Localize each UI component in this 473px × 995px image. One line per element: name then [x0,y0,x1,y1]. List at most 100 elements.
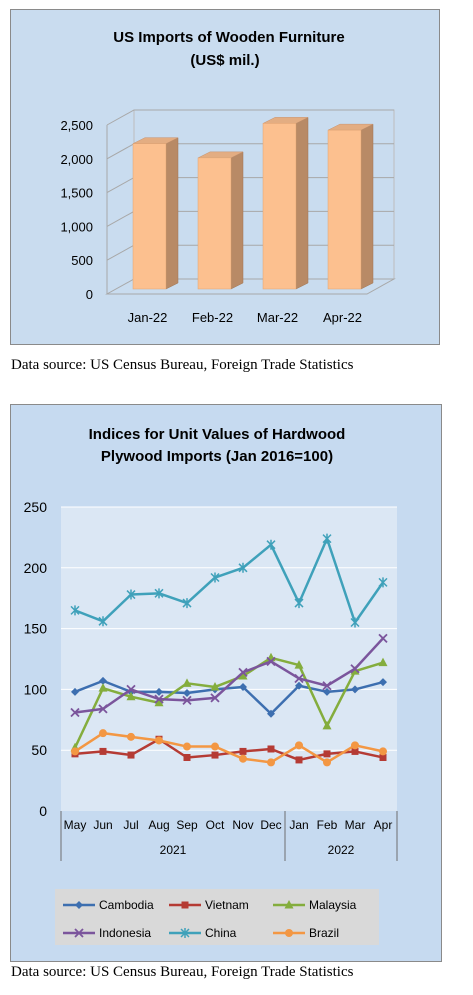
data-point-malaysia [210,681,220,691]
data-point-brazil [183,742,191,751]
y-tick-label: 1,500 [60,186,93,201]
x-tick-label: Feb-22 [192,310,233,325]
y-tick-label: 100 [24,681,48,697]
data-point-vietnam [323,750,331,758]
y-tick-label: 50 [31,742,47,758]
data-point-cambodia [295,681,303,690]
data-point-china [238,562,248,573]
data-point-vietnam [127,751,135,759]
y-tick-label: 0 [86,287,93,302]
data-point-indonesia [322,681,332,691]
data-point-china [154,588,164,599]
data-point-china [126,589,136,600]
x-tick-label: Feb [317,818,338,832]
data-point-malaysia [350,666,360,675]
data-point-china [210,572,220,583]
legend-swatch-marker [285,929,293,937]
plywood-chart-panel: Indices for Unit Values of Hardwood Plyw… [10,404,442,962]
y-tick-label: 150 [24,621,48,637]
plywood-chart-plot: 0 50 100 150 200 250 May Jun Jul Aug Sep Oct Nov Dec J… [24,499,398,861]
x-tick-label: Apr-22 [323,310,362,325]
x-tick-label: Oct [206,818,225,832]
bar [327,129,362,290]
data-point-vietnam [267,745,275,753]
year-label-2021: 2021 [160,843,187,857]
x-tick-label: Mar [345,818,366,832]
y-tick-label: 0 [39,803,47,819]
furniture-chart-plot: 0 500 1,000 1,500 2,000 2,500 Jan-22 Feb-22 Mar-… [60,109,396,325]
data-point-indonesia [266,656,276,667]
x-tick-label: Jan [289,818,308,832]
data-point-china [70,605,80,616]
legend-label-china: China [205,926,237,940]
data-point-malaysia [378,657,388,667]
data-point-vietnam [295,756,303,764]
series-line-malaysia [73,656,384,749]
data-point-cambodia [99,676,107,685]
legend-label-cambodia: Cambodia [99,898,154,912]
legend-swatch-marker [181,901,189,909]
x-tick-label: Aug [148,818,169,832]
x-tick-label: Sep [176,818,198,832]
data-point-malaysia [238,671,248,680]
data-point-brazil [323,758,331,767]
x-tick-label: Nov [232,818,253,832]
x-tick-label: Jun [93,818,112,832]
y-tick-label: 2,000 [60,152,93,167]
data-point-indonesia [350,664,360,674]
bar [132,143,167,290]
furniture-chart-unit: (US$ mil.) [190,52,259,69]
data-point-vietnam [99,747,107,755]
y-tick-label: 1,000 [60,219,93,234]
data-point-vietnam [379,753,387,761]
data-point-malaysia [322,720,332,730]
legend-label-malaysia: Malaysia [309,898,357,912]
data-point-cambodia [71,687,79,696]
y-tick-label: 200 [24,560,48,576]
bar [197,157,232,290]
series-line-brazil [74,731,384,764]
data-point-brazil [295,741,303,750]
data-point-vietnam [211,751,219,759]
x-tick-label: Mar-22 [257,310,298,325]
bar-side [360,123,374,290]
series-line-indonesia [74,637,384,714]
x-tick-label: Dec [260,818,281,832]
data-point-vietnam [239,747,247,755]
data-point-cambodia [351,685,359,694]
legend-label-vietnam: Vietnam [205,898,249,912]
x-tick-label: Apr [374,818,393,832]
legend-label-indonesia: Indonesia [99,926,151,940]
data-point-china [182,598,192,609]
data-point-china [294,598,304,609]
bar-side [230,151,244,290]
data-point-malaysia [98,683,108,692]
furniture-chart-title: US Imports of Wooden Furniture [113,29,344,46]
data-point-malaysia [182,678,192,687]
data-point-indonesia [126,684,136,695]
data-point-brazil [267,758,275,767]
floor [105,278,396,295]
data-point-brazil [155,736,163,745]
data-point-malaysia [154,697,164,707]
legend-label-brazil: Brazil [309,926,339,940]
bar-side [165,137,179,290]
data-point-indonesia [378,633,388,643]
y-tick-label: 2,500 [60,118,93,133]
data-point-indonesia [294,673,304,684]
x-tick-label: Jan-22 [128,310,168,325]
data-point-indonesia [98,704,108,714]
y-tick-label: 500 [71,253,93,268]
year-label-2022: 2022 [328,843,355,857]
data-point-china [266,539,276,550]
furniture-chart: US Imports of Wooden Furniture (US$ mil.… [60,29,396,325]
data-point-cambodia [379,678,387,687]
data-point-indonesia [182,695,192,705]
data-point-indonesia [210,693,220,703]
data-point-indonesia [238,667,248,678]
y-tick-label: 250 [24,499,48,515]
legend-swatch-marker [74,928,84,938]
data-point-china [322,533,332,544]
x-tick-label: May [64,818,87,832]
gridline [106,109,394,126]
